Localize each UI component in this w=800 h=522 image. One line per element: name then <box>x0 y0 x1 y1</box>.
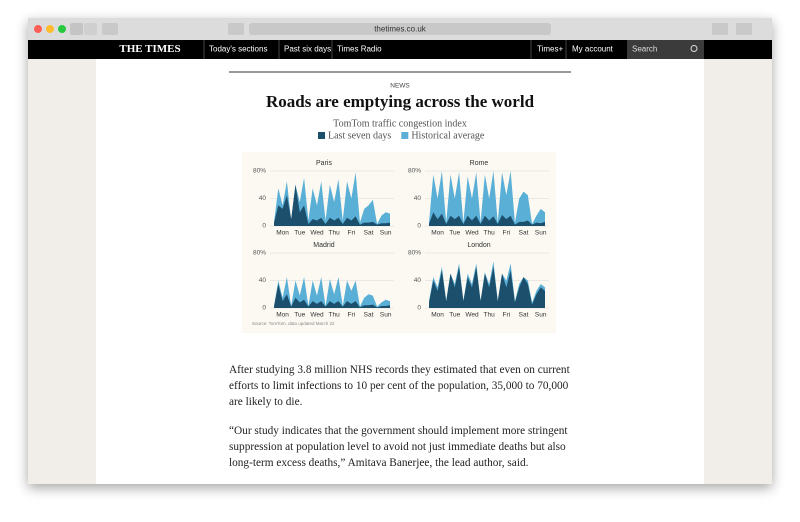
search-placeholder: Search <box>632 45 657 54</box>
chart-title: Madrid <box>313 242 335 249</box>
nav-item[interactable]: Past six days <box>284 45 331 54</box>
y-tick-label: 80% <box>253 250 266 257</box>
chart-title: London <box>467 242 490 249</box>
x-tick-label: Thu <box>329 230 341 237</box>
x-tick-label: Sat <box>519 312 529 319</box>
source: Source: TomTom, data updated March 22 <box>252 321 335 326</box>
kicker: NEWS <box>390 83 410 90</box>
x-tick-label: Sun <box>535 230 547 237</box>
x-tick-label: Fri <box>348 312 356 319</box>
area <box>429 171 545 226</box>
nav-item[interactable]: Times+ <box>537 45 563 54</box>
x-tick-label: Wed <box>310 230 324 237</box>
x-tick-label: Thu <box>484 312 496 319</box>
area <box>274 184 390 226</box>
sidebar-button[interactable] <box>102 23 118 35</box>
zoom-button[interactable] <box>58 25 66 33</box>
x-tick-label: Sat <box>364 312 374 319</box>
y-tick-label: 0 <box>417 223 421 230</box>
x-tick-label: Mon <box>431 312 444 319</box>
paragraph: After studying 3.8 million NHS records t… <box>229 364 570 408</box>
nav-item[interactable]: Times Radio <box>337 45 382 54</box>
y-tick-label: 80% <box>253 168 266 175</box>
legend-swatch <box>401 132 409 139</box>
forward-button[interactable] <box>84 23 97 35</box>
x-tick-label: Tue <box>294 312 305 319</box>
x-tick-label: Tue <box>449 230 460 237</box>
minimize-button[interactable] <box>46 25 54 33</box>
area <box>274 283 390 308</box>
x-tick-label: Mon <box>276 312 289 319</box>
y-tick-label: 80% <box>408 250 421 257</box>
x-tick-label: Tue <box>294 230 305 237</box>
nav-bar <box>28 40 772 59</box>
x-tick-label: Mon <box>431 230 444 237</box>
x-tick-label: Thu <box>484 230 496 237</box>
share-button[interactable] <box>712 23 728 35</box>
x-tick-label: Sat <box>364 230 374 237</box>
back-button[interactable] <box>70 23 83 35</box>
x-tick-label: Mon <box>276 230 289 237</box>
search-box[interactable] <box>627 40 704 59</box>
nav-item[interactable]: My account <box>572 45 614 54</box>
x-tick-label: Thu <box>329 312 341 319</box>
url: thetimes.co.uk <box>374 25 427 34</box>
y-tick-label: 40 <box>259 195 267 202</box>
legend-label: Historical average <box>411 130 485 141</box>
x-tick-label: Wed <box>310 312 324 319</box>
x-tick-label: Sun <box>380 230 392 237</box>
headline: Roads are emptying across the world <box>266 92 535 111</box>
close-button[interactable] <box>34 25 42 33</box>
paragraph: “Our study indicates that the government… <box>229 425 568 469</box>
y-tick-label: 0 <box>417 305 421 312</box>
nav-item[interactable]: Today's sections <box>209 45 267 54</box>
extension-button[interactable] <box>228 23 244 35</box>
area <box>429 266 545 308</box>
legend-swatch <box>318 132 325 139</box>
x-tick-label: Wed <box>465 312 479 319</box>
search-icon[interactable] <box>690 45 698 52</box>
figure-title: TomTom traffic congestion index <box>333 118 467 129</box>
x-tick-label: Sun <box>380 312 392 319</box>
y-tick-label: 80% <box>408 168 421 175</box>
tabs-button[interactable] <box>736 23 752 35</box>
area <box>274 277 390 308</box>
y-tick-label: 0 <box>262 223 266 230</box>
x-tick-label: Sun <box>535 312 547 319</box>
x-tick-label: Fri <box>503 230 511 237</box>
y-tick-label: 0 <box>262 305 266 312</box>
chart-title: Rome <box>470 160 489 167</box>
area <box>429 212 545 226</box>
legend-label: Last seven days <box>328 130 391 141</box>
x-tick-label: Fri <box>503 312 511 319</box>
x-tick-label: Fri <box>348 230 356 237</box>
x-tick-label: Tue <box>449 312 460 319</box>
y-tick-label: 40 <box>414 277 422 284</box>
x-tick-label: Sat <box>519 230 529 237</box>
logo[interactable]: THE TIMES <box>119 43 180 55</box>
y-tick-label: 40 <box>259 277 267 284</box>
chart-title: Paris <box>316 160 332 167</box>
x-tick-label: Wed <box>465 230 479 237</box>
address-bar[interactable] <box>249 23 551 35</box>
y-tick-label: 40 <box>414 195 422 202</box>
